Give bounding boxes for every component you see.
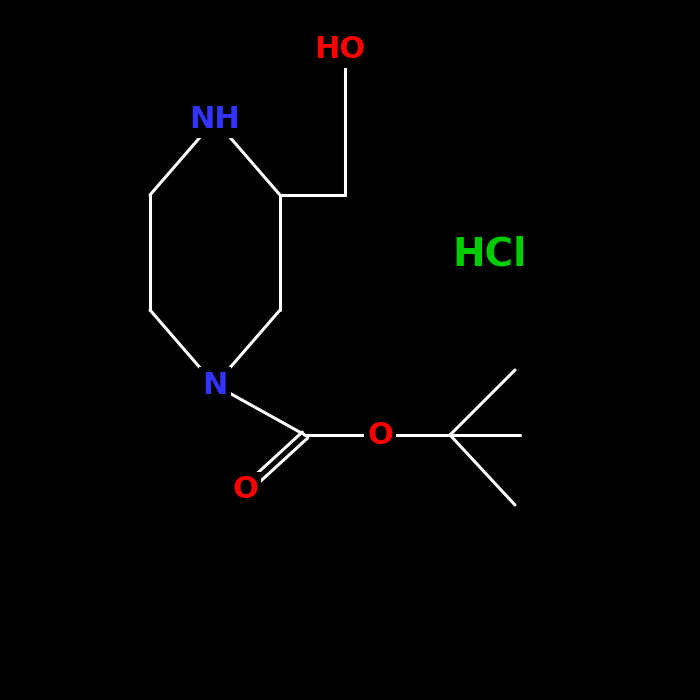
Text: HCl: HCl bbox=[453, 236, 527, 274]
Text: O: O bbox=[367, 421, 393, 449]
Text: O: O bbox=[232, 475, 258, 505]
Text: NH: NH bbox=[190, 106, 240, 134]
Text: HO: HO bbox=[314, 36, 365, 64]
Text: N: N bbox=[202, 370, 228, 400]
